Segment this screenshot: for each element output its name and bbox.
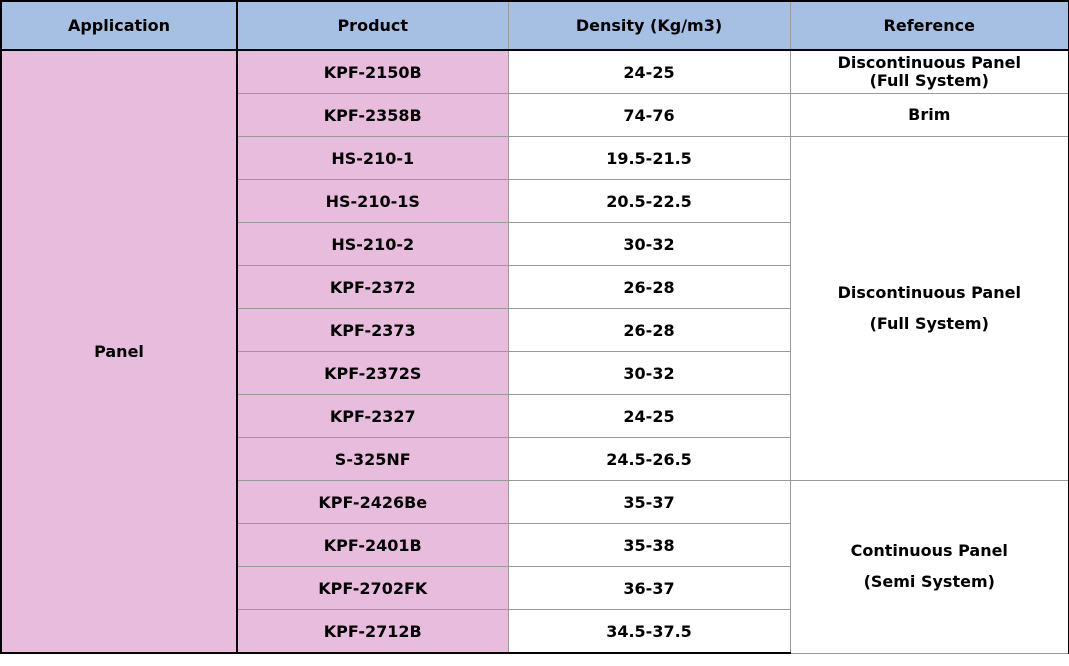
product-cell: KPF-2372 [236,265,509,309]
table-row: KPF-2372 26-28 [1,265,1069,309]
table-row: HS-210-1 19.5-21.5 Discontinuous Panel (… [1,136,1069,481]
product-cell: KPF-2372S [236,351,509,395]
application-cell: Panel [0,49,238,654]
density-cell: 24-25 [507,49,791,94]
table-row: KPF-2327 24-25 [1,394,1069,438]
density-cell: 24-25 [507,394,791,438]
table-row: KPF-2372S 30-32 [1,351,1069,395]
density-cell: 74-76 [507,93,791,137]
reference-cell: Brim [789,93,1069,137]
reference-cell: Discontinuous Panel (Full System) [789,136,1069,481]
table-row: HS-210-2 30-32 [1,222,1069,266]
table-row: HS-210-1S 20.5-22.5 [1,179,1069,223]
product-cell: KPF-2702FK [236,566,509,610]
header-row: Application Product Density (Kg/m3) Refe… [0,0,1069,51]
product-cell: KPF-2426Be [236,480,509,524]
header-reference: Reference [789,0,1069,51]
density-cell: 26-28 [507,265,791,309]
product-cell: KPF-2150B [236,49,509,94]
product-cell: HS-210-1S [236,179,509,223]
reference-cell: Discontinuous Panel (Full System) [789,49,1069,94]
density-cell: 30-32 [507,351,791,395]
table-row: KPF-2401B 35-38 [1,523,1069,567]
density-cell: 19.5-21.5 [507,136,791,180]
table-row: KPF-2702FK 36-37 [1,566,1069,610]
product-cell: KPF-2712B [236,609,509,654]
reference-line: Continuous Panel [850,541,1008,561]
density-cell: 24.5-26.5 [507,437,791,481]
product-cell: HS-210-1 [236,136,509,180]
density-cell: 30-32 [507,222,791,266]
reference-line: (Full System) [869,71,989,90]
density-cell: 26-28 [507,308,791,352]
product-cell: KPF-2358B [236,93,509,137]
product-cell: S-325NF [236,437,509,481]
header-application: Application [0,0,238,51]
product-cell: HS-210-2 [236,222,509,266]
table-row: KPF-2373 26-28 [1,308,1069,352]
header-density: Density (Kg/m3) [507,0,791,51]
density-cell: 36-37 [507,566,791,610]
reference-line: Discontinuous Panel [837,52,1021,72]
reference-line: Brim [908,104,951,124]
reference-line: (Semi System) [863,571,995,591]
header-product: Product [236,0,509,51]
density-cell: 34.5-37.5 [507,609,791,654]
reference-cell: Continuous Panel (Semi System) [789,480,1069,654]
reference-line: Discontinuous Panel [837,283,1021,303]
table-row: S-325NF 24.5-26.5 [1,437,1069,481]
density-cell: 35-37 [507,480,791,524]
density-cell: 20.5-22.5 [507,179,791,223]
density-cell: 35-38 [507,523,791,567]
table-row: KPF-2712B 34.5-37.5 [1,609,1069,654]
product-cell: KPF-2327 [236,394,509,438]
reference-line: (Full System) [869,313,989,333]
product-cell: KPF-2373 [236,308,509,352]
table-row: Panel KPF-2150B 24-25 Discontinuous Pane… [0,49,1069,654]
product-cell: KPF-2401B [236,523,509,567]
table-row: KPF-2426Be 35-37 Continuous Panel (Semi … [1,480,1069,654]
table-row: KPF-2358B 74-76 Brim [1,93,1069,137]
